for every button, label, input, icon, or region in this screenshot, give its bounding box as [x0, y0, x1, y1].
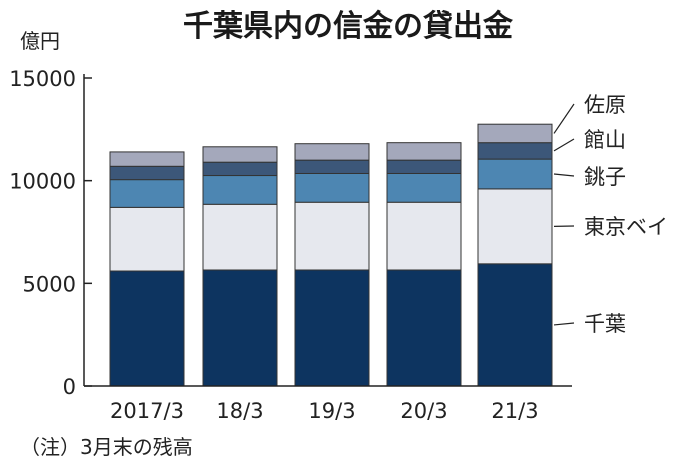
legend-label: 銚子 — [584, 165, 626, 189]
bar-20-3-series-2 — [387, 173, 461, 202]
y-tick-label: 5000 — [23, 272, 76, 296]
bar-2017-3-series-3 — [110, 166, 184, 179]
y-tick-label: 15000 — [9, 67, 76, 91]
legend-leader-line — [554, 174, 574, 176]
x-tick-label: 21/3 — [491, 399, 538, 423]
bar-2017-3-series-4 — [110, 152, 184, 166]
legend-label: 館山 — [584, 128, 626, 152]
chart-title: 千葉県内の信金の貸出金 — [183, 9, 514, 44]
footnote: （注）3月末の残高 — [20, 435, 193, 459]
y-tick-labels: 0 5000 10000 15000 — [9, 67, 76, 399]
legend: 千葉 東京ベイ 銚子 館山 佐原 — [554, 93, 668, 336]
legend-leader-line — [554, 104, 574, 133]
legend-label: 東京ベイ — [584, 215, 668, 239]
x-tick-label: 2017/3 — [110, 399, 184, 423]
bar-20-3-series-3 — [387, 160, 461, 173]
bar-21-3-series-4 — [478, 124, 552, 142]
bar-20-3-series-0 — [387, 270, 461, 386]
y-tick-label: 0 — [63, 375, 76, 399]
bar-21-3-series-2 — [478, 159, 552, 189]
bar-20-3-series-1 — [387, 202, 461, 270]
bar-19-3-series-4 — [295, 144, 369, 160]
bar-18-3-series-0 — [203, 270, 277, 386]
bar-19-3-series-3 — [295, 160, 369, 173]
bar-19-3-series-2 — [295, 173, 369, 202]
bars-group — [110, 124, 552, 386]
bar-21-3-series-3 — [478, 143, 552, 159]
bar-2017-3-series-0 — [110, 271, 184, 386]
bar-18-3-series-2 — [203, 176, 277, 205]
x-tick-label: 20/3 — [400, 399, 447, 423]
bar-21-3-series-1 — [478, 189, 552, 264]
legend-leader-line — [554, 139, 574, 151]
bar-19-3-series-1 — [295, 202, 369, 270]
bar-19-3-series-0 — [295, 270, 369, 386]
legend-label: 佐原 — [584, 93, 626, 117]
x-tick-label: 18/3 — [216, 399, 263, 423]
y-tick-label: 10000 — [9, 170, 76, 194]
legend-leader-line — [554, 323, 574, 325]
x-tick-label: 19/3 — [308, 399, 355, 423]
bar-18-3-series-1 — [203, 204, 277, 270]
bar-2017-3-series-2 — [110, 180, 184, 208]
y-axis-unit-label: 億円 — [20, 29, 60, 53]
x-tick-labels: 2017/3 18/3 19/3 20/3 21/3 — [110, 399, 539, 423]
bar-18-3-series-3 — [203, 162, 277, 175]
bar-2017-3-series-1 — [110, 207, 184, 271]
bar-18-3-series-4 — [203, 147, 277, 162]
legend-label: 千葉 — [584, 312, 626, 336]
bar-20-3-series-4 — [387, 143, 461, 160]
bar-21-3-series-0 — [478, 264, 552, 386]
